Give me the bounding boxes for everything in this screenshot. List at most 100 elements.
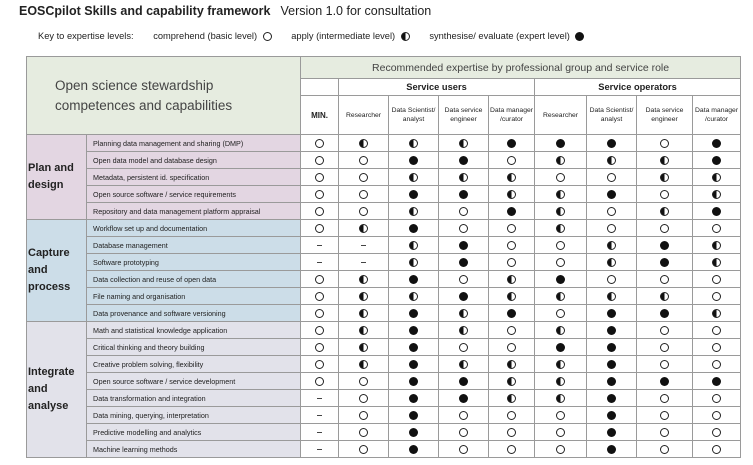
half-circle-icon <box>409 291 419 301</box>
filled-circle-icon <box>556 274 566 284</box>
level-cell <box>300 151 340 169</box>
level-cell <box>534 321 588 339</box>
level-cell <box>636 168 694 186</box>
open-circle-icon <box>712 325 722 335</box>
level-cell <box>534 355 588 373</box>
level-cell <box>534 287 588 305</box>
filled-circle-icon <box>607 325 617 335</box>
table-row: Data collection and reuse of open data <box>27 270 742 288</box>
level-cell <box>488 134 536 152</box>
filled-circle-icon <box>507 308 517 318</box>
filled-circle-icon <box>409 274 419 284</box>
half-circle-icon <box>712 172 722 182</box>
open-circle-icon <box>660 138 670 148</box>
level-cell <box>586 219 638 237</box>
filled-circle-icon <box>556 138 566 148</box>
filled-circle-icon <box>409 359 419 369</box>
dash-icon <box>317 432 323 434</box>
level-cell <box>438 253 490 271</box>
level-cell <box>388 219 440 237</box>
skill-label: Database management <box>85 236 302 254</box>
open-circle-icon <box>315 172 325 182</box>
half-circle-icon <box>660 172 670 182</box>
open-circle-icon <box>507 257 517 267</box>
half-circle-icon <box>712 257 722 267</box>
level-cell <box>586 236 638 254</box>
level-cell <box>488 270 536 288</box>
level-cell <box>692 219 742 237</box>
level-cell <box>338 287 390 305</box>
table-row: Creative problem solving, flexibility <box>27 355 742 373</box>
level-cell <box>300 440 340 458</box>
level-cell <box>488 372 536 390</box>
open-circle-icon <box>712 342 722 352</box>
level-cell <box>338 236 390 254</box>
level-cell <box>636 253 694 271</box>
open-circle-icon <box>359 410 369 420</box>
filled-circle-icon <box>712 138 722 148</box>
half-circle-icon <box>607 291 617 301</box>
level-cell <box>692 287 742 305</box>
half-circle-icon <box>507 189 517 199</box>
filled-circle-icon <box>409 308 419 318</box>
column-header: Researcher <box>338 95 390 135</box>
level-cell <box>534 151 588 169</box>
level-cell <box>338 355 390 373</box>
open-circle-icon <box>556 172 566 182</box>
level-cell <box>586 287 638 305</box>
level-cell <box>636 406 694 424</box>
level-cell <box>534 440 588 458</box>
table-row: Capture and process Workflow set up and d… <box>26 219 742 322</box>
level-cell <box>488 440 536 458</box>
filled-circle-icon <box>607 189 617 199</box>
open-circle-icon <box>315 274 325 284</box>
level-cell <box>692 406 742 424</box>
filled-circle-icon <box>660 257 670 267</box>
level-cell <box>692 185 742 203</box>
level-cell <box>338 253 390 271</box>
open-circle-icon <box>660 342 670 352</box>
half-circle-icon <box>556 223 566 233</box>
open-circle-icon <box>556 410 566 420</box>
filled-circle-icon <box>459 291 469 301</box>
table-row: Open source software / service developme… <box>27 372 742 390</box>
filled-circle-icon <box>556 342 566 352</box>
level-cell <box>300 253 340 271</box>
dash-icon <box>361 245 367 247</box>
open-circle-icon <box>712 410 722 420</box>
level-cell <box>692 389 742 407</box>
level-cell <box>534 338 588 356</box>
half-circle-icon <box>359 223 369 233</box>
table-row: Critical thinking and theory building <box>27 338 742 356</box>
half-circle-icon <box>607 257 617 267</box>
level-cell <box>438 372 490 390</box>
level-cell <box>636 389 694 407</box>
level-cell <box>388 389 440 407</box>
skill-label: Machine learning methods <box>85 440 302 458</box>
half-circle-icon <box>660 155 670 165</box>
level-cell <box>388 151 440 169</box>
filled-circle-icon <box>409 393 419 403</box>
half-circle-icon <box>556 325 566 335</box>
level-cell <box>300 406 340 424</box>
filled-circle-icon <box>409 427 419 437</box>
open-circle-icon <box>712 427 722 437</box>
table-row: Repository and data management platform … <box>27 202 742 220</box>
level-cell <box>534 168 588 186</box>
table-row: Plan and design Planning data management … <box>26 134 742 220</box>
level-cell <box>388 372 440 390</box>
open-circle-icon <box>359 427 369 437</box>
open-circle-icon <box>459 274 469 284</box>
column-header: Data manager /curator <box>692 95 742 135</box>
level-cell <box>692 423 742 441</box>
open-circle-icon <box>507 240 517 250</box>
level-cell <box>338 338 390 356</box>
filled-circle-icon <box>409 189 419 199</box>
filled-circle-icon <box>607 427 617 437</box>
filled-circle-icon <box>459 376 469 386</box>
half-circle-icon <box>712 308 722 318</box>
half-circle-icon <box>359 138 369 148</box>
level-cell <box>534 423 588 441</box>
filled-circle-icon <box>459 393 469 403</box>
level-cell <box>586 185 638 203</box>
